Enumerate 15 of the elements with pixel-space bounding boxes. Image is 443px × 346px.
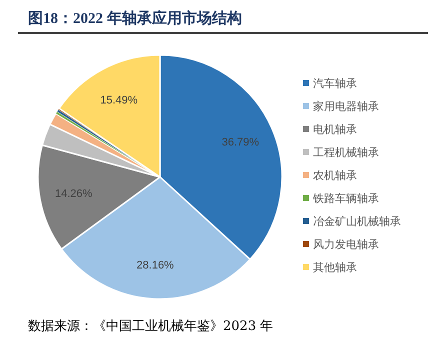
source-note: 数据来源：《中国工业机械年鉴》2023 年 (28, 319, 274, 334)
legend-label: 农机轴承 (313, 169, 357, 182)
legend-label: 家用电器轴承 (313, 100, 379, 113)
chart-title: 图18：2022 年轴承应用市场结构 (28, 9, 242, 27)
data-label: 36.79% (222, 136, 260, 149)
legend-label: 铁路车辆轴承 (312, 192, 379, 205)
legend-label: 工程机械轴承 (313, 146, 379, 159)
legend-label: 其他轴承 (313, 261, 357, 274)
legend-label: 汽车轴承 (313, 77, 357, 90)
legend-label: 风力发电轴承 (313, 238, 379, 251)
data-label: 28.16% (136, 260, 174, 272)
legend-label: 冶金矿山机械轴承 (313, 215, 401, 228)
data-label: 14.26% (54, 188, 93, 200)
data-label: 15.49% (100, 94, 138, 106)
legend-label: 电机轴承 (313, 123, 357, 136)
